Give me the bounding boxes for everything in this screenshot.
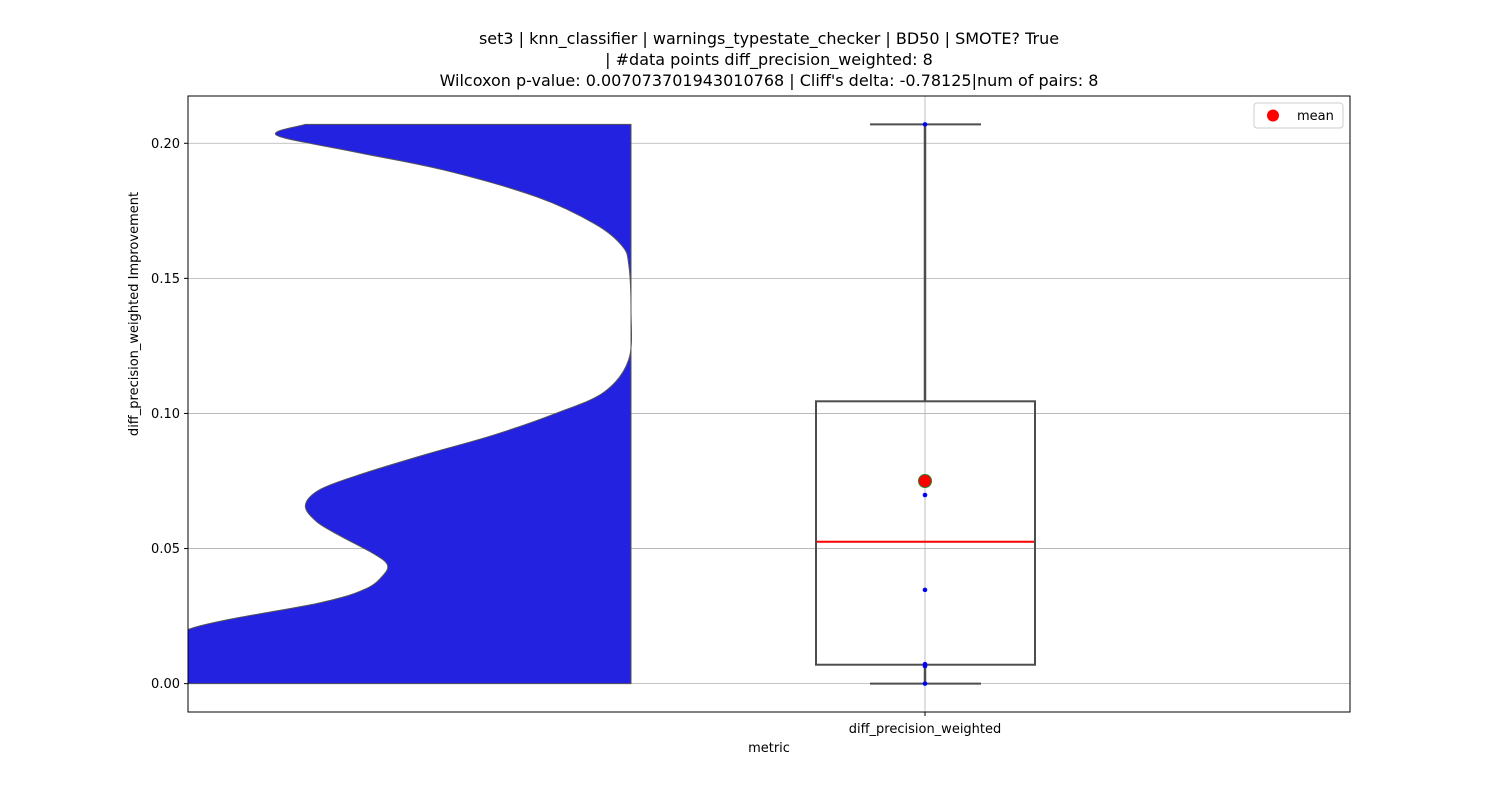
y-tick-label: 0.15 xyxy=(151,272,180,287)
axes: 0.00 0.05 0.10 0.15 0.20 diff_precision_weigh… xyxy=(127,95,1351,756)
data-point xyxy=(922,681,928,686)
legend-box[interactable] xyxy=(1253,102,1344,129)
y-tick-label: 0.05 xyxy=(151,542,180,557)
title-line-2: | #data points diff_precision_weighted: … xyxy=(605,50,933,69)
data-points xyxy=(918,122,932,686)
box-plot xyxy=(815,123,1036,685)
legend-marker xyxy=(1267,109,1279,122)
y-tick-label: 0.20 xyxy=(151,137,180,152)
x-tick-label: diff_precision_weighted xyxy=(849,722,1002,737)
y-tick-label: 0.10 xyxy=(151,407,180,422)
box-iqr xyxy=(815,400,1036,666)
x-axis-label: metric xyxy=(748,741,790,756)
y-tick-label: 0.00 xyxy=(151,677,180,692)
y-axis-label: diff_precision_weighted Improvement xyxy=(127,192,142,436)
title-line-3: Wilcoxon p-value: 0.007073701943010768 |… xyxy=(439,71,1099,90)
title-line-1: set3 | knn_classifier | warnings_typesta… xyxy=(478,29,1060,48)
axes-frame xyxy=(187,95,1351,713)
violin-body xyxy=(188,123,633,685)
data-point xyxy=(922,587,928,593)
data-point xyxy=(922,661,928,667)
chart-title: set3 | knn_classifier | warnings_typesta… xyxy=(188,28,1350,91)
legend-label: mean xyxy=(1297,109,1334,124)
data-point xyxy=(922,492,928,498)
violin-plot xyxy=(188,123,633,685)
mean-marker xyxy=(918,474,932,488)
legend[interactable]: mean xyxy=(1253,102,1344,129)
data-point xyxy=(922,122,928,127)
